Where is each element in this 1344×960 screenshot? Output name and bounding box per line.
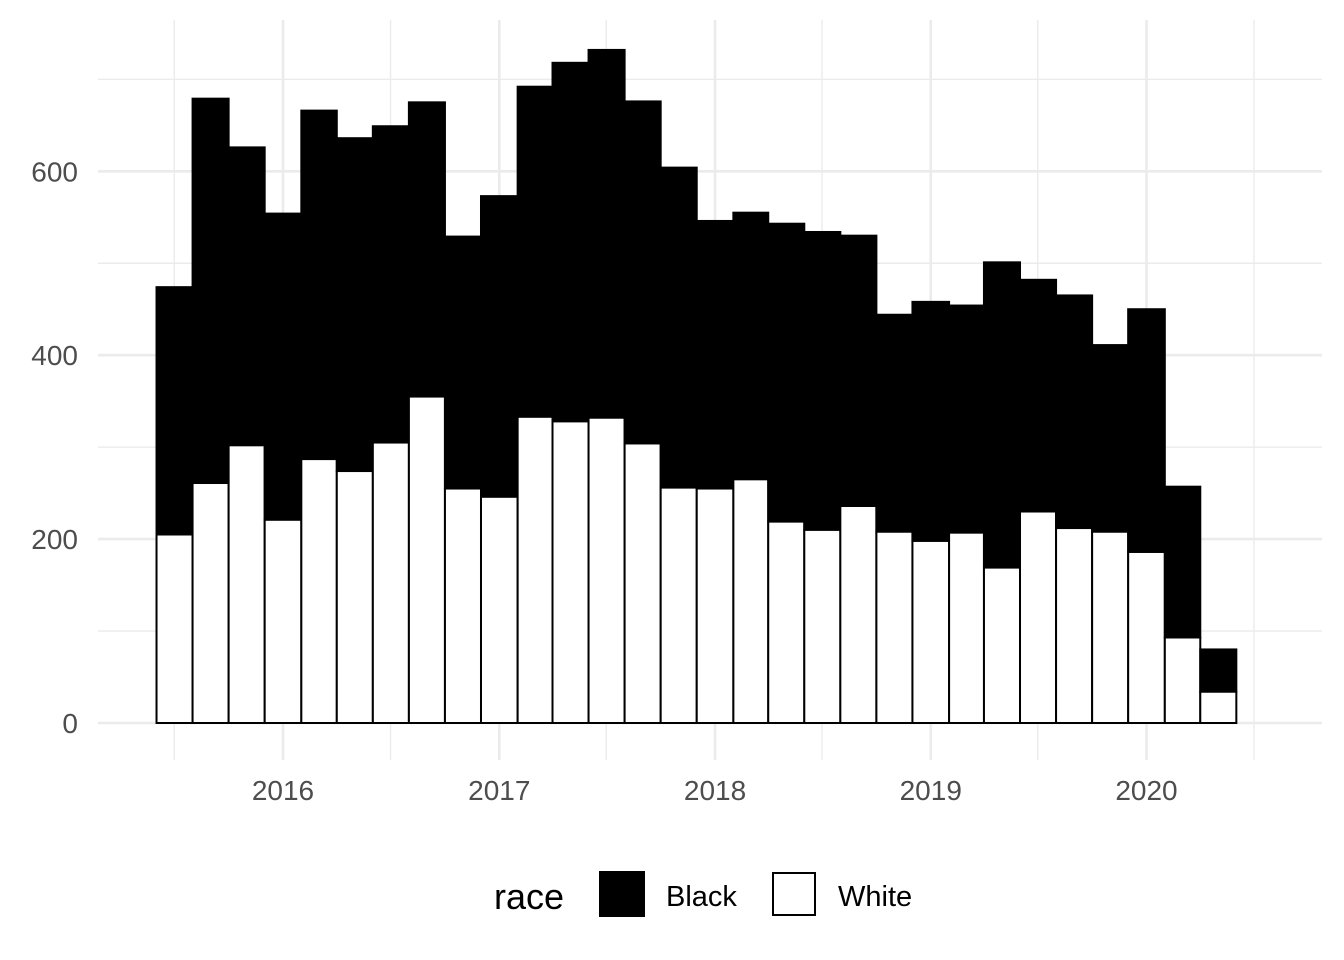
bar-black: [695, 219, 735, 490]
bar-black: [1091, 344, 1130, 533]
x-tick-label: 2020: [1115, 775, 1177, 806]
bar-black: [263, 212, 303, 521]
bar-white: [695, 487, 735, 724]
bar-white: [623, 442, 662, 724]
bar-white: [1127, 550, 1166, 725]
bar-black: [551, 61, 590, 423]
legend-label-white: White: [838, 881, 912, 913]
y-tick-label: 400: [31, 340, 78, 371]
bar-black: [659, 166, 698, 489]
x-tick-label: 2017: [468, 775, 530, 806]
bar-black: [1199, 648, 1238, 693]
bar-black: [443, 235, 482, 490]
bar-white: [300, 458, 338, 724]
bar-black: [300, 109, 338, 461]
legend: race Black White: [494, 871, 912, 917]
bar-white: [839, 504, 878, 724]
bar-white: [191, 482, 230, 724]
y-tick-label: 200: [31, 524, 78, 555]
bar-white: [263, 518, 303, 725]
x-tick-label: 2018: [684, 775, 746, 806]
bar-white: [371, 441, 410, 724]
bar-black: [479, 195, 519, 498]
bar-black: [371, 125, 410, 444]
bar-black: [155, 286, 194, 536]
bar-black: [407, 101, 446, 398]
bar-white: [551, 420, 590, 724]
y-tick-label: 600: [31, 156, 78, 187]
bar-white: [875, 530, 914, 725]
bar-black: [227, 146, 266, 447]
bar-black: [732, 211, 770, 481]
bar-black: [839, 234, 878, 507]
bar-black: [803, 230, 842, 531]
bar-white: [1055, 527, 1094, 724]
x-tick-label: 2019: [900, 775, 962, 806]
bar-black: [1019, 278, 1058, 513]
bar-white: [479, 495, 519, 725]
bar-white: [911, 539, 951, 725]
bar-black: [1127, 308, 1166, 553]
bar-white: [982, 566, 1022, 724]
legend-label-black: Black: [666, 881, 737, 913]
bar-black: [1163, 485, 1202, 639]
bar-white: [732, 478, 770, 724]
y-axis: 0 200 400 600: [31, 156, 78, 739]
bar-white: [335, 470, 374, 724]
bar-white: [1019, 510, 1058, 725]
bar-black: [1055, 294, 1094, 530]
bar-black: [767, 222, 806, 523]
bar-white: [407, 395, 446, 724]
bar-white: [1091, 530, 1130, 725]
bar-black: [982, 261, 1022, 569]
bar-white: [587, 416, 626, 724]
bars: [155, 48, 1238, 725]
legend-key-white: [772, 872, 816, 916]
bar-black: [335, 137, 374, 473]
bar-black: [623, 100, 662, 445]
bar-white: [227, 444, 266, 724]
bar-white: [516, 415, 554, 724]
x-tick-label: 2016: [252, 775, 314, 806]
y-tick-label: 0: [62, 708, 78, 739]
bar-black: [516, 85, 554, 418]
bar-white: [803, 528, 842, 725]
bar-white: [443, 487, 482, 724]
bar-black: [191, 97, 230, 485]
bar-black: [875, 313, 914, 533]
bar-black: [911, 300, 951, 542]
bar-black: [948, 304, 985, 534]
bar-white: [948, 531, 985, 725]
legend-key-black: [599, 871, 645, 917]
bar-white: [1163, 636, 1202, 725]
bar-white: [659, 486, 698, 724]
bar-white: [155, 533, 194, 724]
bar-white: [767, 520, 806, 725]
legend-title: race: [494, 876, 564, 917]
bar-black: [587, 48, 626, 419]
bar-white: [1199, 690, 1238, 724]
x-axis: 2016 2017 2018 2019 2020: [252, 775, 1178, 806]
